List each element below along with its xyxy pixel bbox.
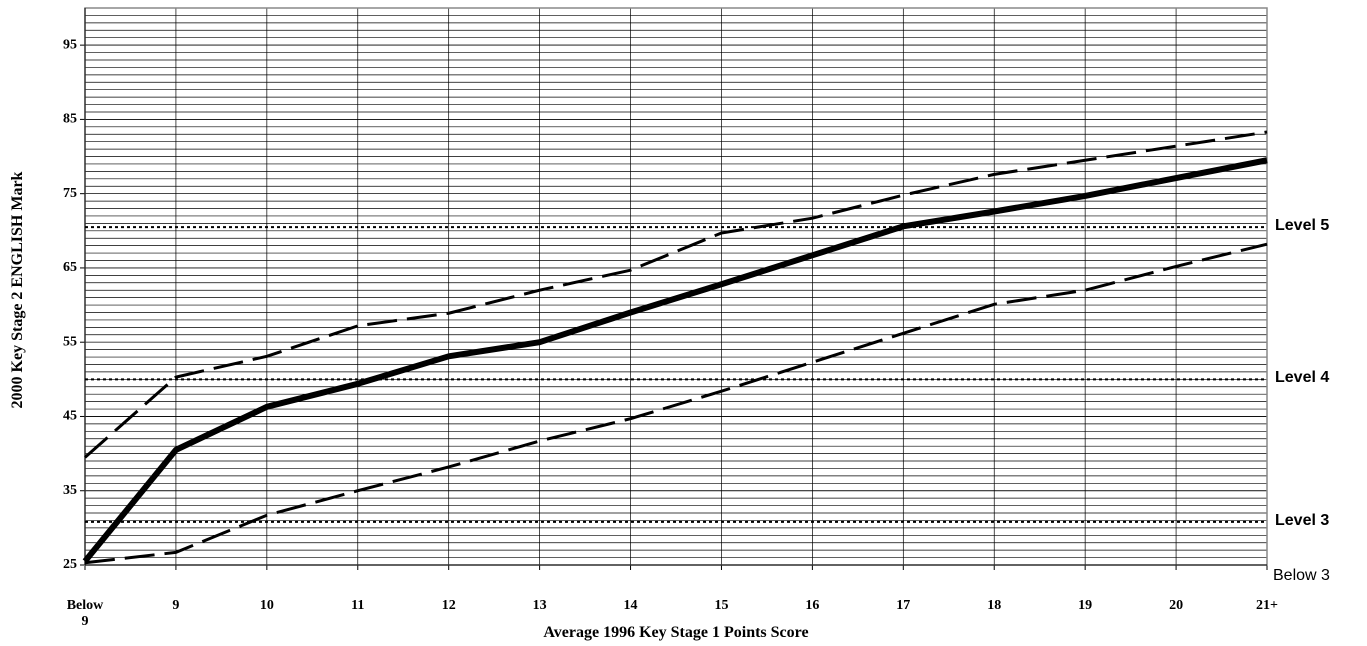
y-tick-label: 25 <box>63 557 77 572</box>
x-tick-label: 17 <box>896 598 911 613</box>
y-tick-label: 45 <box>63 409 77 424</box>
x-tick-label: 16 <box>805 598 820 613</box>
x-tick-label: 11 <box>351 598 365 613</box>
x-tick-label: 12 <box>441 598 456 613</box>
quartile-line <box>84 242 1268 565</box>
y-tick-label: 35 <box>63 483 77 498</box>
x-tick-label: 20 <box>1169 598 1184 613</box>
y-tick-label: 95 <box>63 37 77 52</box>
plot-border <box>84 7 1268 566</box>
median-line <box>82 157 1268 564</box>
bottom-annotation: Below 3 <box>1273 567 1330 584</box>
x-tick-label: 9 <box>172 598 180 613</box>
y-tick-label: 85 <box>63 112 77 127</box>
x-axis-title: Average 1996 Key Stage 1 Points Score <box>543 624 809 641</box>
quartile-line <box>84 130 1268 459</box>
y-axis-title: 2000 Key Stage 2 ENGLISH Mark <box>9 171 26 409</box>
x-tick-label: 14 <box>623 598 638 613</box>
x-tick-label: 18 <box>987 598 1002 613</box>
x-tick-label: 13 <box>532 598 547 613</box>
level-label: Level 4 <box>1275 369 1330 387</box>
level-label: Level 5 <box>1275 217 1330 235</box>
x-tick-label: 15 <box>714 598 729 613</box>
x-tick-label: Below 9 <box>66 598 104 629</box>
x-tick-label: 19 <box>1078 598 1093 613</box>
level-label: Level 3 <box>1275 511 1330 529</box>
y-tick-label: 75 <box>63 186 77 201</box>
y-tick-label: 65 <box>63 260 77 275</box>
x-tick-label: 10 <box>259 598 274 613</box>
y-tick-label: 55 <box>63 334 77 349</box>
x-tick-label: 21+ <box>1256 598 1278 613</box>
